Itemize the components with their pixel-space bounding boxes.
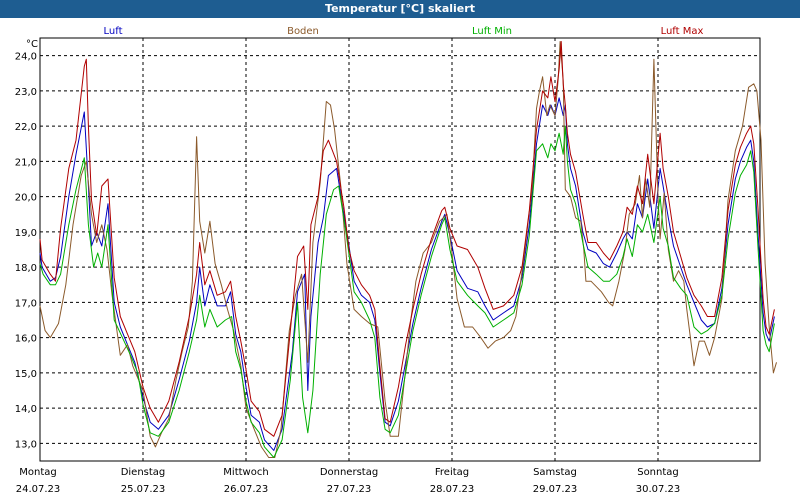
y-tick-label: 23,0	[15, 87, 37, 98]
y-tick-label: 14,0	[15, 404, 37, 415]
x-tick-weekday: Samstag	[533, 467, 577, 478]
plot-area	[39, 37, 761, 462]
legend-entry: Luft Min	[472, 26, 512, 37]
x-tick-weekday: Dienstag	[121, 467, 166, 478]
x-tick-date: 28.07.23	[430, 484, 475, 495]
legend-entry: Luft	[104, 26, 123, 37]
x-tick-weekday: Mittwoch	[223, 467, 268, 478]
x-tick-weekday: Montag	[19, 467, 56, 478]
x-tick-weekday: Freitag	[435, 467, 469, 478]
x-tick-weekday: Sonntag	[637, 467, 679, 478]
series-line	[39, 41, 777, 458]
y-tick-label: 13,0	[15, 439, 37, 450]
legend-entry: Boden	[287, 26, 319, 37]
y-tick-label: 16,0	[15, 334, 37, 345]
y-tick-label: 19,0	[15, 228, 37, 239]
x-tick-date: 27.07.23	[327, 484, 372, 495]
y-tick-label: 22,0	[15, 122, 37, 133]
y-tick-label: 18,0	[15, 263, 37, 274]
series-line	[39, 125, 775, 458]
x-tick-date: 26.07.23	[224, 484, 269, 495]
series-line	[39, 41, 775, 437]
chart-title: Temperatur [°C] skaliert	[0, 0, 800, 18]
y-tick-label: 21,0	[15, 157, 37, 168]
x-tick-date: 24.07.23	[16, 484, 61, 495]
y-tick-labels: 13,0 14,0 15,0 16,0 17,0 18,0 19,0 20,0 21,0 22,0…	[15, 52, 37, 451]
series-lines	[39, 41, 777, 458]
x-tick-date: 25.07.23	[121, 484, 166, 495]
y-tick-label: 20,0	[15, 193, 37, 204]
y-tick-label: 24,0	[15, 52, 37, 63]
x-tick-labels: Montag 24.07.23 Dienstag 25.07.23 Mittwoch 26…	[16, 467, 681, 495]
legend-entry: Luft Max	[661, 26, 704, 37]
chart-canvas: °C 13,0 14,0 15,0 16,0 17,0 18,0 19,0 20,0 21,0 2…	[15, 26, 777, 495]
x-tick-date: 30.07.23	[636, 484, 681, 495]
y-tick-label: 17,0	[15, 298, 37, 309]
x-tick-date: 29.07.23	[533, 484, 578, 495]
x-tick-weekday: Donnerstag	[320, 467, 378, 478]
y-tick-label: 15,0	[15, 369, 37, 380]
legend: Luft Boden Luft Min Luft Max	[104, 26, 704, 37]
y-axis-unit-label: °C	[26, 39, 38, 50]
